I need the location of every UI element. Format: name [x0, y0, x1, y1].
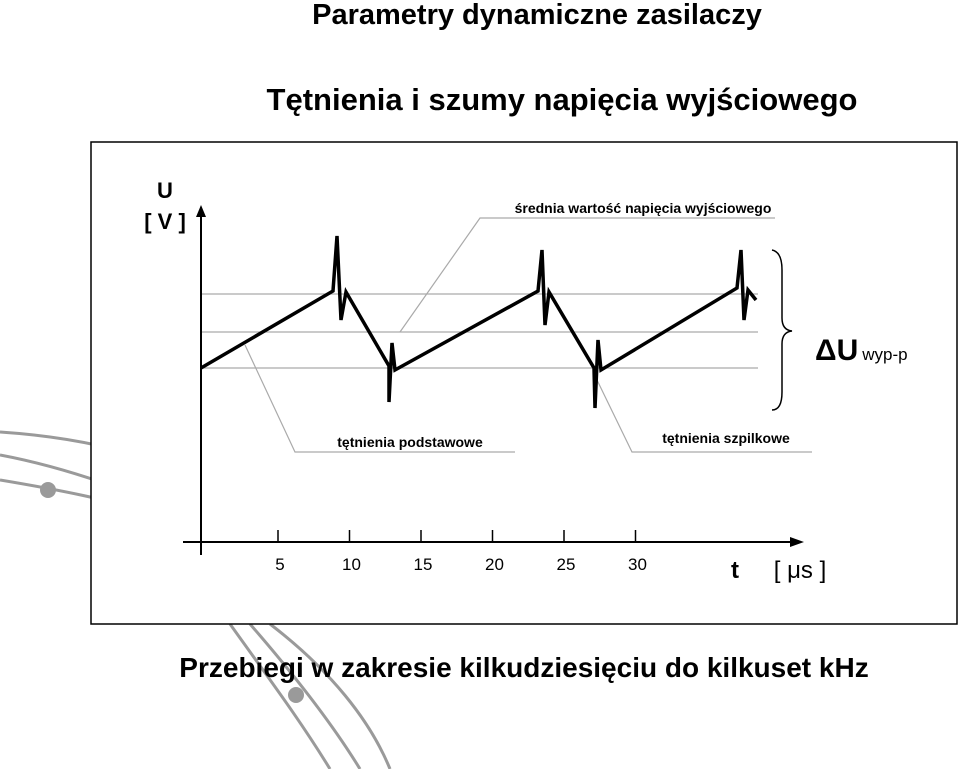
y-axis-unit: [ V ]: [144, 209, 186, 234]
x-tick-label: 20: [485, 555, 504, 574]
waveform: [200, 235, 758, 409]
x-axis-label: t: [731, 557, 739, 584]
x-tick-label: 30: [628, 555, 647, 574]
x-tick-label: 10: [342, 555, 361, 574]
x-ticks: [277, 530, 637, 542]
x-tick-labels: 5 10 15 20 25 30: [275, 555, 647, 574]
x-tick-label: 5: [275, 555, 284, 574]
x-axis-unit: [ μs ]: [774, 557, 827, 584]
y-axis-label: U: [157, 178, 173, 203]
title: Parametry dynamiczne zasilaczy: [312, 0, 762, 31]
bracket: [771, 249, 793, 411]
delta-label: ΔU wyp-p: [815, 334, 908, 367]
axes: [183, 205, 804, 555]
x-tick-label: 25: [557, 555, 576, 574]
annotation-spikes: tętnienia szpilkowe: [662, 430, 790, 446]
annotation-mean: średnia wartość napięcia wyjściowego: [515, 200, 772, 216]
decoration-dot: [40, 482, 56, 498]
annotation-ripple: tętnienia podstawowe: [337, 434, 483, 450]
delta-main: ΔU: [815, 334, 858, 367]
delta-sub: wyp-p: [861, 345, 907, 364]
x-tick-label: 15: [414, 555, 433, 574]
footer: Przebiegi w zakresie kilkudziesięciu do …: [179, 652, 868, 683]
decoration-dot: [288, 687, 304, 703]
subtitle: Tętnienia i szumy napięcia wyjściowego: [267, 82, 858, 117]
diagram-frame: [90, 141, 958, 625]
